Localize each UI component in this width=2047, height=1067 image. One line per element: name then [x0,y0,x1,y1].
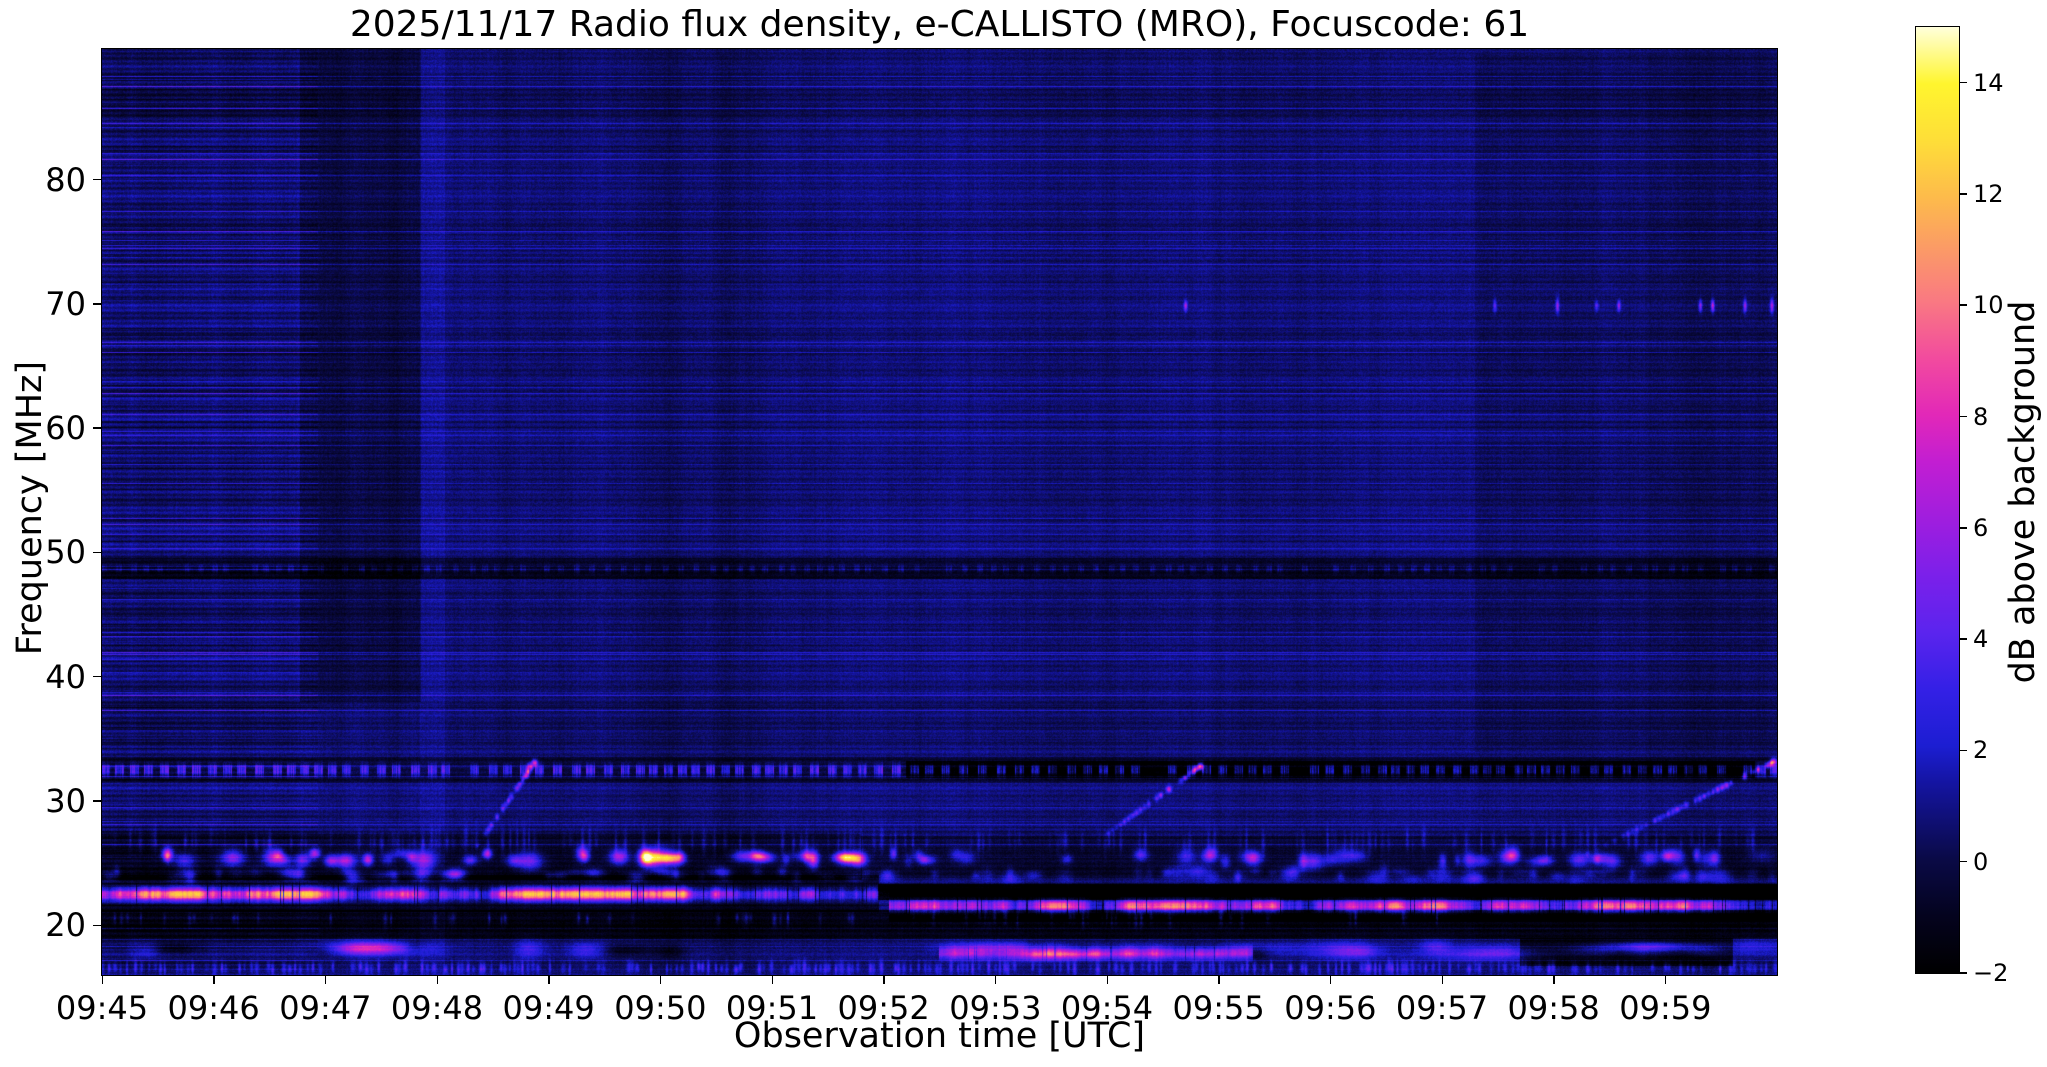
y-tick-mark [93,551,102,554]
x-tick-mark [548,975,550,984]
x-tick-mark [1329,975,1332,984]
colorbar-tick-mark [1959,972,1967,974]
y-tick-label: 20 [45,906,86,945]
y-tick-label: 30 [45,781,86,820]
colorbar [1915,26,1960,974]
colorbar-tick-label: 2 [1973,736,1989,765]
y-tick-label: 40 [45,657,86,696]
x-tick-label: 09:47 [279,989,372,1027]
colorbar-tick-label: 8 [1973,402,1989,431]
colorbar-label: dB above background [2003,300,2043,684]
y-tick-mark [93,924,102,927]
x-tick-label: 09:48 [390,989,484,1027]
y-tick-label: 70 [45,284,86,323]
x-tick-label: 09:53 [949,989,1042,1027]
x-tick-mark [994,975,997,984]
x-tick-mark [436,975,438,984]
x-tick-label: 09:56 [1284,989,1377,1027]
x-tick-label: 09:55 [1172,989,1265,1027]
colorbar-tick-mark [1959,193,1967,195]
x-tick-mark [1553,975,1555,984]
colorbar-tick-label: 12 [1973,179,2004,208]
colorbar-tick-mark [1959,527,1967,529]
x-tick-mark [883,975,885,984]
y-tick-mark [93,303,102,305]
y-tick-mark [93,675,102,678]
x-tick-label: 09:58 [1507,989,1600,1027]
x-tick-label: 09:51 [725,989,819,1027]
colorbar-tick-label: 4 [1973,625,1989,654]
y-tick-mark [93,800,102,802]
x-tick-label: 09:52 [837,989,930,1027]
colorbar-tick-mark [1959,638,1967,640]
colorbar-tick-label: 14 [1973,68,2004,97]
x-tick-label: 09:54 [1060,989,1154,1027]
colorbar-tick-label: 0 [1973,847,1989,876]
x-tick-mark [1664,975,1667,984]
spectrogram-plot-area [101,48,1778,976]
x-tick-mark [101,975,103,984]
colorbar-tick-mark [1959,304,1967,306]
x-tick-label: 09:50 [614,989,707,1027]
chart-title: 2025/11/17 Radio flux density, e-CALLIST… [349,4,1530,45]
y-tick-mark [93,427,102,429]
x-tick-label: 09:49 [502,989,595,1027]
spectrogram-image [102,49,1777,975]
x-tick-mark [1106,975,1108,984]
colorbar-tick-mark [1959,81,1967,84]
colorbar-tick-label: −2 [1973,959,2009,987]
x-tick-mark [324,975,327,984]
colorbar-tick-mark [1959,860,1967,863]
x-tick-mark [1218,975,1220,984]
y-tick-label: 50 [45,533,86,572]
x-tick-mark [771,975,773,984]
y-tick-label: 80 [45,160,86,199]
colorbar-tick-label: 10 [1973,291,2004,320]
x-tick-label: 09:46 [167,989,260,1027]
y-tick-label: 60 [45,409,86,448]
x-tick-mark [1441,975,1443,984]
colorbar-tick-mark [1959,749,1967,752]
y-axis-label: Frequency [MHz] [10,360,50,656]
x-tick-label: 09:57 [1395,989,1489,1027]
y-tick-mark [93,178,102,181]
x-tick-label: 09:45 [55,989,149,1027]
colorbar-tick-mark [1959,415,1967,418]
x-axis-label: Observation time [UTC] [733,1016,1146,1056]
x-tick-mark [659,975,662,984]
x-tick-label: 09:59 [1619,989,1712,1027]
x-tick-mark [213,975,215,984]
colorbar-tick-label: 6 [1973,513,1989,542]
